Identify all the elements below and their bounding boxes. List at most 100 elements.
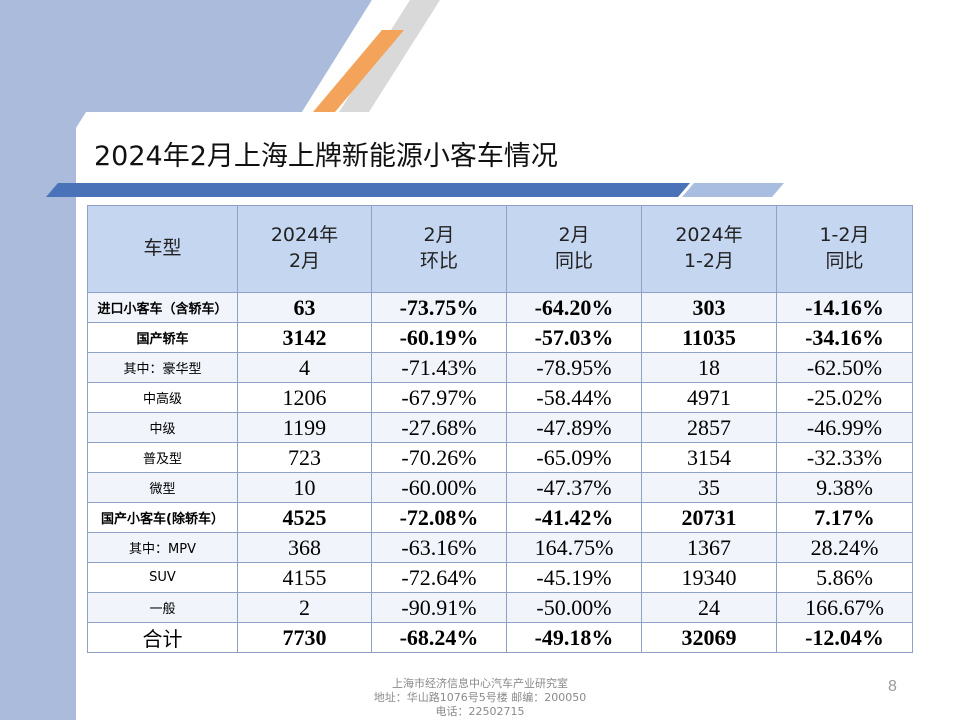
table-cell: 4155 [237,562,372,593]
data-table: 车型 2024年 2月 2月 环比 2月 同比 2024年 1-2月 1-2月 同比 进口… [87,205,913,653]
table-cell: -25.02% [776,382,913,413]
table-cell: 3142 [237,322,372,353]
table-cell: 1206 [237,382,372,413]
footer-contact: 上海市经济信息中心汽车产业研究室 地址：华山路1076号5号楼 邮编：20005… [300,677,660,719]
header-jan-feb-yoy: 1-2月 同比 [776,205,913,293]
table-cell: -14.16% [776,292,913,323]
row-label: 国产轿车 [87,322,238,353]
table-header-row: 车型 2024年 2月 2月 环比 2月 同比 2024年 1-2月 1-2月 同比 [87,205,913,293]
table-cell: 24 [641,592,777,623]
row-label: 国产小客车(除轿车） [87,502,238,533]
table-cell: 63 [237,292,372,323]
row-label: SUV [87,562,238,593]
table-row: 国产轿车 3142 -60.19% -57.03% 11035 -34.16% [87,322,913,353]
table-cell: -45.19% [506,562,642,593]
table-cell: 28.24% [776,532,913,563]
table-row: 中级 1199 -27.68% -47.89% 2857 -46.99% [87,412,913,443]
white-diagonal-stripe [302,0,400,112]
table-row: 一般 2 -90.91% -50.00% 24 166.67% [87,592,913,623]
table-cell: 166.67% [776,592,913,623]
table-cell: 2 [237,592,372,623]
row-label: 一般 [87,592,238,623]
table-cell: -34.16% [776,322,913,353]
table-cell: 164.75% [506,532,642,563]
table-row: 其中：豪华型 4 -71.43% -78.95% 18 -62.50% [87,352,913,383]
table-cell: 5.86% [776,562,913,593]
table-row: 国产小客车(除轿车） 4525 -72.08% -41.42% 20731 7.17% [87,502,913,533]
table-cell: -63.16% [371,532,507,563]
table-cell: -27.68% [371,412,507,443]
table-cell: 1367 [641,532,777,563]
table-cell: -12.04% [776,622,913,653]
table-cell: -65.09% [506,442,642,473]
table-cell: -50.00% [506,592,642,623]
table-cell: -41.42% [506,502,642,533]
header-feb-yoy: 2月 同比 [506,205,642,293]
table-cell: -72.08% [371,502,507,533]
table-cell: 2857 [641,412,777,443]
table-cell: -68.24% [371,622,507,653]
footer-address: 地址：华山路1076号5号楼 邮编：200050 [373,691,587,704]
slide-title: 2024年2月上海上牌新能源小客车情况 [94,141,558,172]
row-label: 中级 [87,412,238,443]
table-cell: 368 [237,532,372,563]
header-model: 车型 [87,205,238,293]
grey-diagonal-stripe [339,0,440,112]
table-row: 普及型 723 -70.26% -65.09% 3154 -32.33% [87,442,913,473]
table-cell: -70.26% [371,442,507,473]
table-cell: -60.00% [371,472,507,503]
table-cell: 9.38% [776,472,913,503]
table-row: SUV 4155 -72.64% -45.19% 19340 5.86% [87,562,913,593]
row-label: 中高级 [87,382,238,413]
row-label: 微型 [87,472,238,503]
table-cell: 303 [641,292,777,323]
table-cell: -73.75% [371,292,507,323]
header-feb-mom: 2月 环比 [371,205,507,293]
table-cell: -90.91% [371,592,507,623]
table-cell: -62.50% [776,352,913,383]
header-feb-2024: 2024年 2月 [237,205,372,293]
table-cell: 11035 [641,322,777,353]
table-cell: 7.17% [776,502,913,533]
footer-org: 上海市经济信息中心汽车产业研究室 [392,677,568,690]
title-underline-bar-light [682,183,784,197]
table-cell: -46.99% [776,412,913,443]
row-label: 合计 [87,622,238,653]
side-panel-lower [0,200,76,720]
row-label: 进口小客车（含轿车） [87,292,238,323]
table-cell: -78.95% [506,352,642,383]
table-row: 进口小客车（含轿车） 63 -73.75% -64.20% 303 -14.16% [87,292,913,323]
table-cell: -64.20% [506,292,642,323]
table-cell: 20731 [641,502,777,533]
header-jan-feb-2024: 2024年 1-2月 [641,205,777,293]
table-cell: -57.03% [506,322,642,353]
table-cell: -67.97% [371,382,507,413]
table-cell: 4 [237,352,372,383]
table-cell: -49.18% [506,622,642,653]
row-label: 其中：MPV [87,532,238,563]
table-cell: 18 [641,352,777,383]
table-cell: 32069 [641,622,777,653]
table-cell: 4971 [641,382,777,413]
table-cell: 4525 [237,502,372,533]
table-cell: 3154 [641,442,777,473]
table-cell: 19340 [641,562,777,593]
table-row: 合计 7730 -68.24% -49.18% 32069 -12.04% [87,622,913,653]
orange-diagonal-stripe [313,30,404,112]
title-underline-bar [46,183,690,197]
table-cell: -60.19% [371,322,507,353]
table-cell: 7730 [237,622,372,653]
table-cell: 1199 [237,412,372,443]
footer-phone: 电话：22502715 [435,705,525,718]
table-cell: -47.37% [506,472,642,503]
table-row: 微型 10 -60.00% -47.37% 35 9.38% [87,472,913,503]
page-number: 8 [888,678,897,695]
row-label: 普及型 [87,442,238,473]
row-label: 其中：豪华型 [87,352,238,383]
table-cell: -47.89% [506,412,642,443]
table-cell: 10 [237,472,372,503]
table-cell: -72.64% [371,562,507,593]
table-cell: -71.43% [371,352,507,383]
table-row: 其中：MPV 368 -63.16% 164.75% 1367 28.24% [87,532,913,563]
table-cell: 723 [237,442,372,473]
